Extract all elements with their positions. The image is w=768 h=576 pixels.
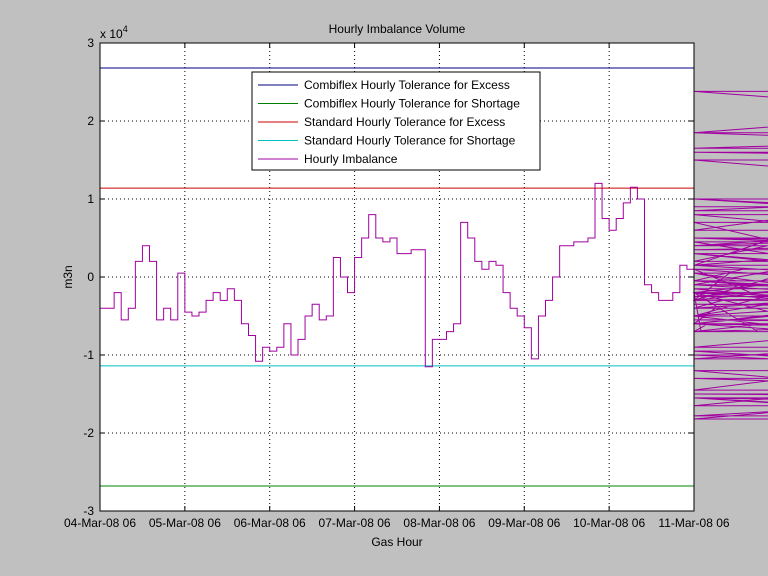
axis-ticks: 04-Mar-08 06 05-Mar-08 06 06-Mar-08 06 07-M… xyxy=(64,36,730,530)
y-axis-label: m3n xyxy=(61,265,75,288)
chart-title: Hourly Imbalance Volume xyxy=(329,22,466,36)
y-tick-label: 2 xyxy=(87,114,94,128)
y-tick-label: -1 xyxy=(83,348,94,362)
y-exponent-power: 4 xyxy=(123,24,128,34)
y-tick-label: -3 xyxy=(83,504,94,518)
tolerance-lines xyxy=(100,67,694,487)
legend-entry: Combiflex Hourly Tolerance for Excess xyxy=(304,78,510,92)
legend-entry: Standard Hourly Tolerance for Shortage xyxy=(304,134,516,148)
legend-entry: Hourly Imbalance xyxy=(304,152,398,166)
y-tick-label: 0 xyxy=(87,270,94,284)
y-exponent-label: x 104 xyxy=(100,24,128,41)
legend-entry: Standard Hourly Tolerance for Excess xyxy=(304,115,505,129)
imbalance-series xyxy=(100,90,768,420)
legend-entry: Combiflex Hourly Tolerance for Shortage xyxy=(304,97,520,111)
y-tick-label: -2 xyxy=(83,426,94,440)
x-tick-label: 05-Mar-08 06 xyxy=(149,516,221,530)
y-tick-label: 3 xyxy=(87,36,94,50)
x-tick-label: 11-Mar-08 06 xyxy=(658,516,729,530)
x-tick-label: 10-Mar-08 06 xyxy=(573,516,645,530)
x-tick-label: 04-Mar-08 06 xyxy=(64,516,136,530)
legend: Combiflex Hourly Tolerance for Excess Com… xyxy=(251,71,541,171)
y-tick-label: 1 xyxy=(87,192,94,206)
x-axis-label: Gas Hour xyxy=(371,535,422,549)
legend-box xyxy=(251,71,541,171)
x-tick-label: 06-Mar-08 06 xyxy=(234,516,306,530)
imbalance-line xyxy=(100,90,768,420)
y-exponent-base: x 10 xyxy=(100,27,123,41)
x-tick-label: 08-Mar-08 06 xyxy=(403,516,475,530)
x-tick-label: 09-Mar-08 06 xyxy=(488,516,560,530)
x-tick-label: 07-Mar-08 06 xyxy=(319,516,391,530)
